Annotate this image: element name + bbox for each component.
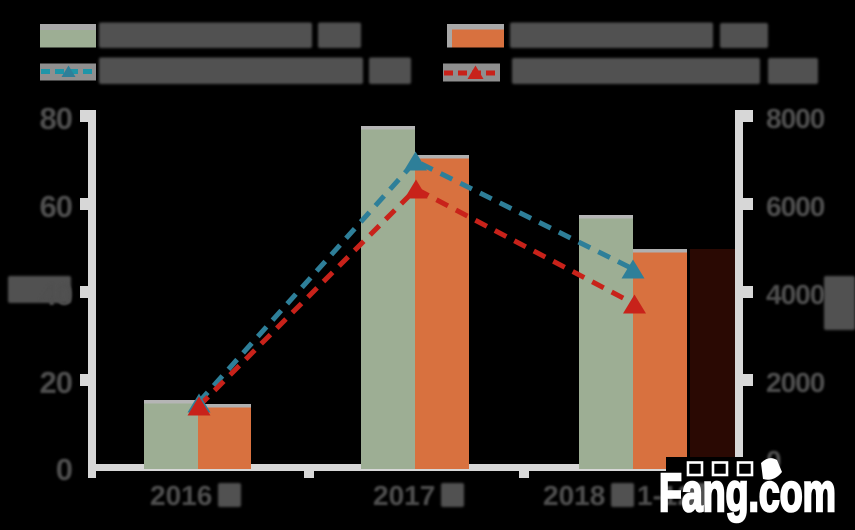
svg-text:8000: 8000 [766,103,825,134]
svg-text:80: 80 [40,101,72,136]
svg-text:4000: 4000 [766,279,825,310]
svg-text:20: 20 [40,365,72,400]
svg-text:40: 40 [40,277,72,312]
svg-text:0: 0 [56,452,72,487]
svg-text:2018: 2018 [543,480,605,511]
svg-text:6000: 6000 [766,191,825,222]
svg-text:2000: 2000 [766,367,825,398]
svg-text:2016: 2016 [150,480,212,511]
svg-text:1-12: 1-12 [637,480,693,511]
svg-text:Fang.com: Fang.com [659,463,836,523]
svg-text:2017: 2017 [373,480,435,511]
svg-text:60: 60 [40,189,72,224]
